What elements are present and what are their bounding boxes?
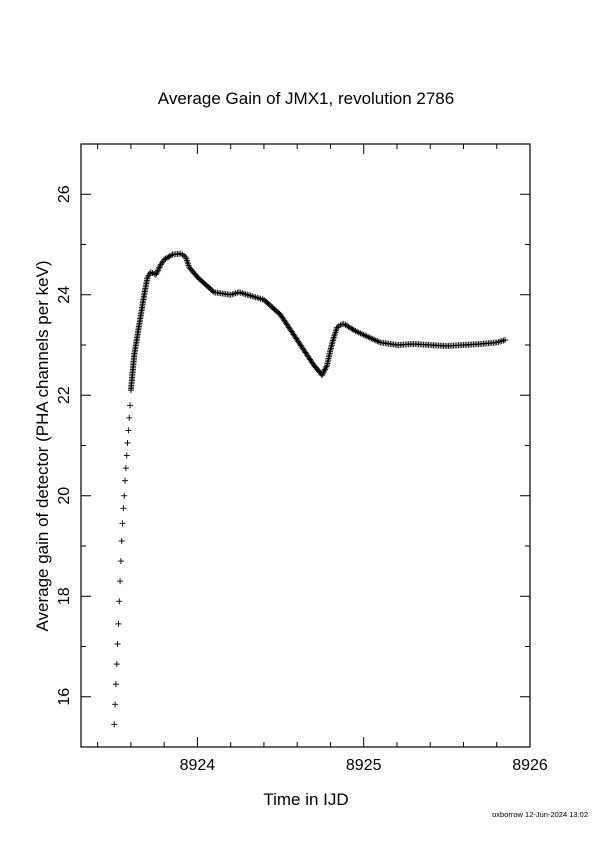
data-point <box>117 578 124 585</box>
y-tick-label: 20 <box>56 487 73 505</box>
data-point <box>127 402 134 409</box>
axis-ticks <box>81 143 531 748</box>
data-point <box>372 337 379 344</box>
data-point <box>120 505 127 512</box>
data-point <box>125 427 132 434</box>
data-point <box>157 263 164 270</box>
data-point <box>321 366 328 373</box>
data-point <box>124 439 131 446</box>
x-tick-label: 8925 <box>346 757 382 774</box>
data-point <box>156 264 163 271</box>
data-point <box>322 364 329 371</box>
data-point <box>365 334 372 341</box>
data-point <box>374 338 381 345</box>
data-point <box>111 721 118 728</box>
data-point <box>118 537 125 544</box>
data-point <box>126 414 133 421</box>
data-point <box>155 265 162 272</box>
x-axis-label: Time in IJD <box>263 790 348 809</box>
data-point <box>119 520 126 527</box>
data-point <box>154 267 161 274</box>
data-point <box>114 640 121 647</box>
data-point <box>351 327 358 334</box>
data-point <box>366 334 373 341</box>
data-point <box>363 333 370 340</box>
y-tick-label: 22 <box>56 386 73 404</box>
y-tick-label: 24 <box>56 286 73 304</box>
y-tick-label: 26 <box>56 185 73 203</box>
data-point <box>360 331 367 338</box>
y-tick-label: 16 <box>56 688 73 706</box>
data-point <box>121 492 128 499</box>
data-point <box>368 335 375 342</box>
data-point <box>323 363 330 370</box>
data-points <box>111 250 509 728</box>
y-tick-label: 18 <box>56 587 73 605</box>
x-tick-label: 8924 <box>180 757 216 774</box>
y-axis-label: Average gain of detector (PHA channels p… <box>33 260 52 631</box>
data-point <box>116 598 123 605</box>
data-point <box>153 270 160 277</box>
data-point <box>122 477 129 484</box>
data-point <box>112 681 119 688</box>
chart-title: Average Gain of JMX1, revolution 2786 <box>158 89 454 108</box>
data-point <box>371 336 378 343</box>
footer-stamp: oxborrow 12-Jun-2024 13:02 <box>492 810 588 819</box>
data-point <box>168 252 175 259</box>
data-point <box>319 370 326 377</box>
data-point <box>209 288 216 295</box>
data-point <box>113 661 120 668</box>
data-point <box>369 336 376 343</box>
data-point <box>375 338 382 345</box>
data-point <box>502 336 509 343</box>
data-point <box>123 452 130 459</box>
x-tick-label: 8926 <box>512 757 548 774</box>
plot-frame <box>80 143 531 748</box>
data-point <box>152 271 159 278</box>
data-point <box>115 620 122 627</box>
data-point <box>117 558 124 565</box>
y-tick-labels: 16 18 20 22 24 26 <box>56 185 73 705</box>
x-tick-labels: 8924 8925 8926 <box>180 757 548 774</box>
data-point <box>122 465 129 472</box>
data-point <box>320 369 327 376</box>
data-point <box>319 372 326 379</box>
data-point <box>112 701 119 708</box>
data-point <box>154 268 161 275</box>
data-point <box>362 332 369 339</box>
data-point <box>321 367 328 374</box>
